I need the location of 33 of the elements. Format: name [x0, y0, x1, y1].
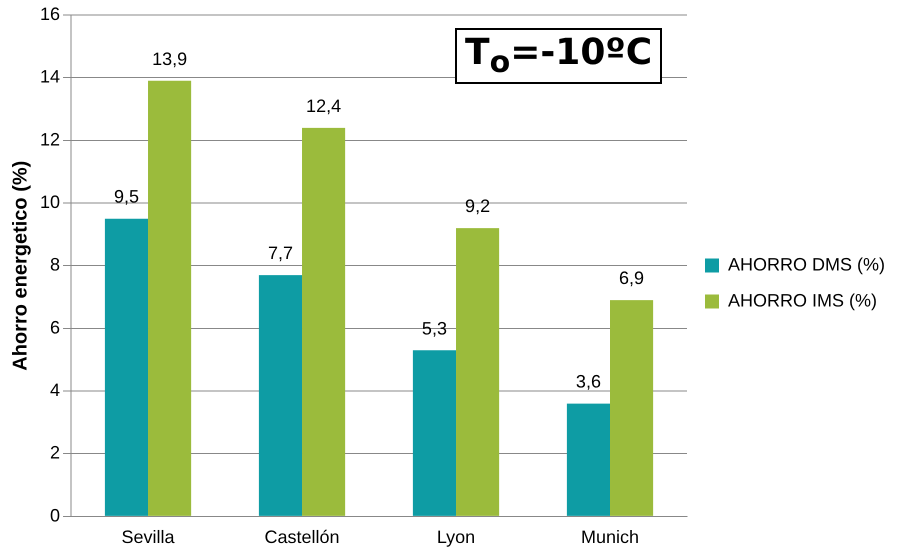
- data-label: 9,2: [465, 196, 490, 216]
- bar: [258, 275, 302, 516]
- bar: [456, 228, 500, 516]
- bar: [566, 404, 610, 516]
- y-tick-label: 12: [40, 129, 60, 150]
- bar: [104, 218, 148, 516]
- data-label: 12,4: [306, 96, 342, 116]
- y-axis-title: Ahorro energetico (%): [10, 160, 32, 371]
- data-label: 13,9: [152, 48, 188, 69]
- x-tick-label: Lyon: [436, 527, 476, 548]
- y-tick-label: 16: [40, 4, 60, 24]
- x-tick-label: Castellón: [264, 527, 340, 548]
- legend-label: AHORRO IMS (%): [728, 290, 878, 310]
- annotation: T$_{o}$=-10ºC: [455, 28, 662, 84]
- data-label: 3,6: [576, 372, 601, 392]
- legend-label: AHORRO DMS (%): [728, 254, 885, 274]
- bar: [302, 128, 346, 516]
- y-tick-label: 4: [50, 380, 60, 400]
- x-tick-label: Sevilla: [122, 527, 176, 548]
- y-tick-label: 0: [50, 505, 60, 526]
- data-label: 9,5: [114, 186, 139, 207]
- bar: [412, 350, 456, 516]
- y-tick-label: 10: [40, 192, 60, 212]
- y-tick-label: 8: [50, 254, 60, 275]
- y-tick-label: 6: [50, 317, 60, 338]
- x-tick-label: Munich: [580, 527, 640, 548]
- y-tick-label: 14: [40, 66, 60, 87]
- data-label: 7,7: [268, 243, 293, 264]
- data-label: 5,3: [422, 318, 447, 338]
- data-label: 6,9: [619, 268, 644, 288]
- bar: [148, 80, 192, 516]
- bar: [610, 300, 654, 516]
- y-tick-label: 2: [50, 442, 60, 463]
